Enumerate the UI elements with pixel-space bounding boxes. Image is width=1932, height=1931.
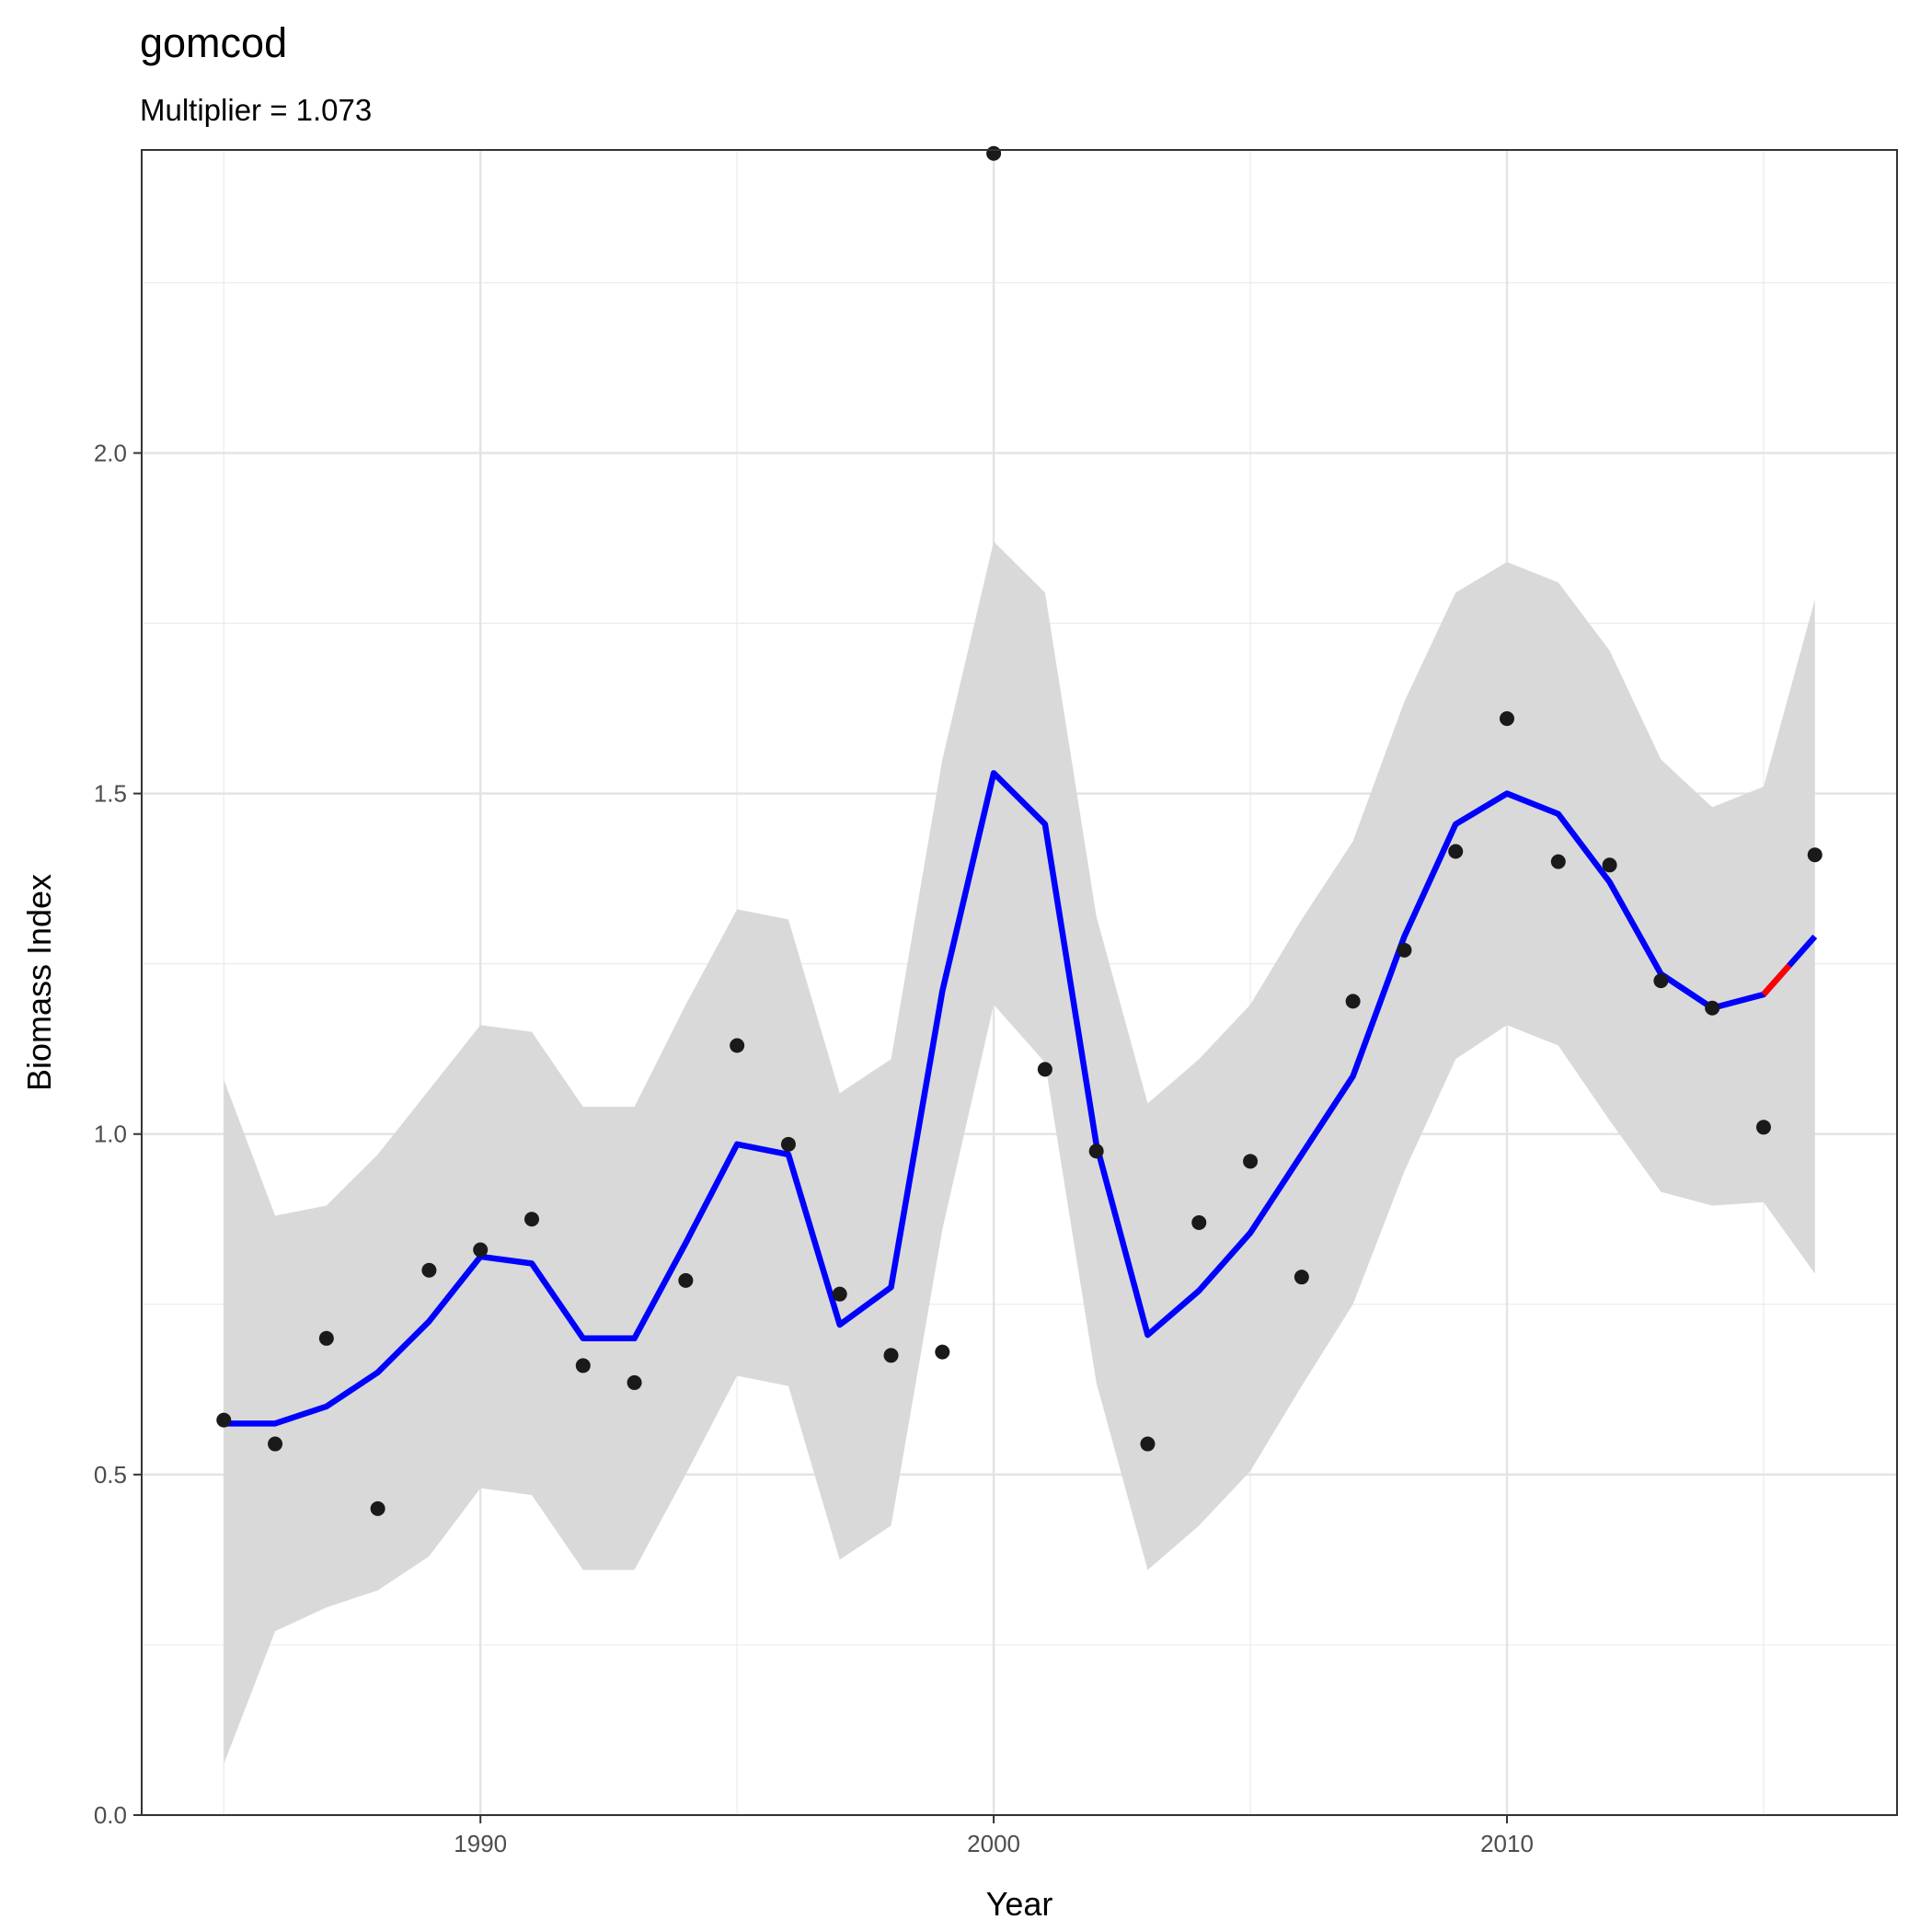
data-point (1500, 711, 1514, 727)
data-point (1755, 1120, 1771, 1135)
data-point (1243, 1154, 1259, 1169)
data-point (1602, 857, 1617, 873)
data-point (524, 1212, 539, 1227)
chart-title: gomcod (140, 19, 287, 66)
data-point (935, 1344, 950, 1360)
observed-points-layer (216, 145, 1823, 1516)
data-point (883, 1348, 899, 1363)
x-tick-label: 2000 (967, 1830, 1020, 1857)
data-point (1705, 1000, 1720, 1016)
data-point (421, 1262, 437, 1278)
data-point (1550, 854, 1566, 869)
data-point (780, 1136, 796, 1152)
data-point (1653, 973, 1669, 989)
plot-panel-border (141, 149, 1898, 1816)
x-tick-label: 2010 (1480, 1830, 1534, 1857)
y-tick-label: 0.0 (94, 1801, 127, 1829)
data-point (370, 1500, 385, 1516)
y-tick-label: 0.5 (94, 1461, 127, 1488)
highlighted-segment (1761, 963, 1792, 997)
fit-line-layer (224, 770, 1818, 1427)
data-point (1191, 1214, 1207, 1230)
data-point (1140, 1436, 1156, 1452)
chart-subtitle: Multiplier = 1.073 (140, 93, 372, 127)
data-point (1807, 847, 1823, 863)
data-point (473, 1242, 489, 1258)
y-axis-ticks: 0.0 0.5 1.0 1.5 2.0 (94, 439, 142, 1829)
data-point (1397, 942, 1412, 958)
y-tick-label: 1.0 (94, 1121, 127, 1148)
data-point (1037, 1062, 1052, 1077)
data-point (1294, 1270, 1309, 1285)
data-point (678, 1272, 694, 1288)
data-point (986, 145, 1002, 161)
smoothed-fit-line (224, 770, 1818, 1427)
confidence-band (224, 541, 1815, 1764)
data-point (1088, 1144, 1104, 1159)
data-point (832, 1286, 847, 1302)
x-axis-title: Year (986, 1885, 1053, 1923)
data-point (1345, 994, 1361, 1009)
y-axis-title: Biomass Index (20, 874, 58, 1091)
confidence-band-layer (224, 541, 1815, 1764)
x-axis-ticks: 1990 2000 2010 (454, 1815, 1534, 1857)
data-point (730, 1038, 745, 1053)
x-tick-label: 1990 (454, 1830, 507, 1857)
data-point (575, 1358, 591, 1374)
data-point (627, 1374, 642, 1390)
y-tick-label: 2.0 (94, 439, 127, 466)
y-tick-label: 1.5 (94, 780, 127, 808)
data-point (268, 1436, 283, 1452)
data-point (318, 1330, 334, 1346)
data-point (216, 1412, 232, 1428)
data-point (1448, 844, 1464, 859)
